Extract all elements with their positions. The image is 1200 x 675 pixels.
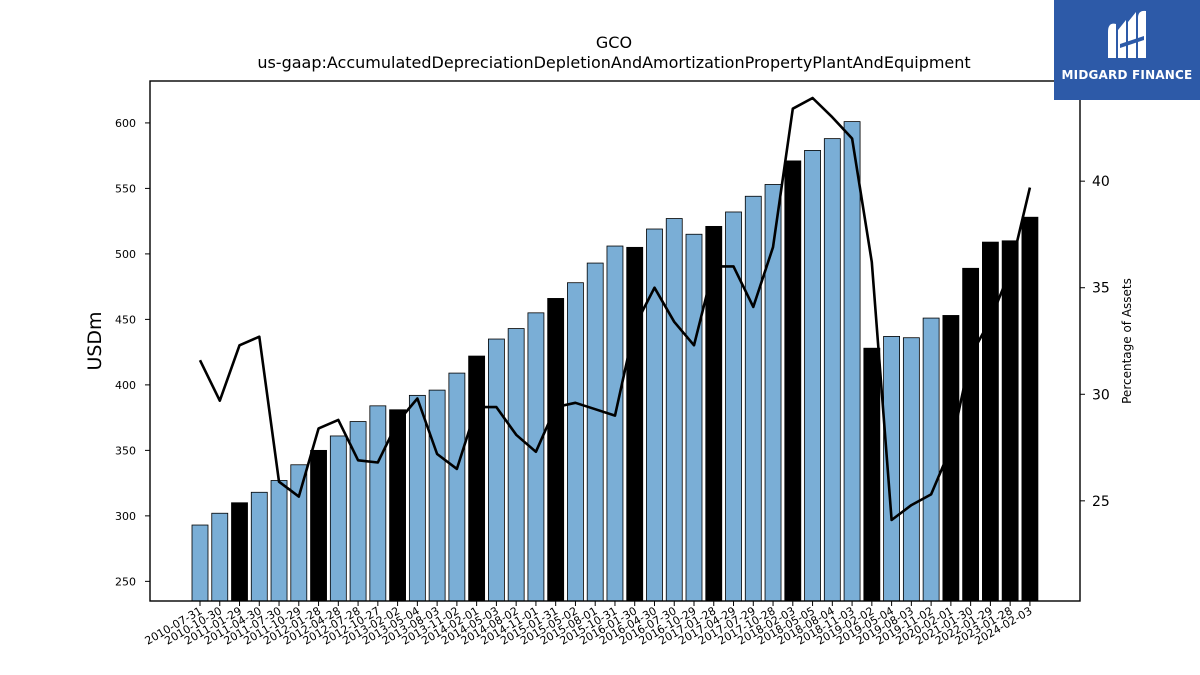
bar xyxy=(468,355,486,602)
bar xyxy=(1001,240,1019,602)
bar xyxy=(685,233,703,602)
bar xyxy=(863,347,881,602)
bar xyxy=(902,337,920,602)
bar xyxy=(231,502,248,602)
y-tick-label: 550 xyxy=(115,182,136,195)
bar xyxy=(448,372,466,602)
bar xyxy=(626,246,644,602)
bar xyxy=(823,138,841,602)
bar xyxy=(487,338,505,602)
bar xyxy=(705,225,723,602)
bar xyxy=(744,195,762,602)
bar xyxy=(982,241,999,602)
bar xyxy=(191,524,209,602)
bar-group xyxy=(191,121,1039,602)
bar xyxy=(1021,216,1039,602)
y-right-tick-label: 30 xyxy=(1092,387,1110,403)
y-axis-right-label: Percentage of Assets xyxy=(1120,278,1134,404)
y-right-tick-label: 25 xyxy=(1092,494,1110,510)
y-axis-label: USDm xyxy=(84,311,106,370)
y-tick-label: 600 xyxy=(115,117,136,130)
bar xyxy=(843,121,861,602)
bar xyxy=(527,312,545,602)
line-layer xyxy=(198,96,1032,522)
y-right-tick-label: 35 xyxy=(1092,281,1110,297)
bar xyxy=(567,282,584,602)
bar xyxy=(408,394,426,602)
y-tick-label: 450 xyxy=(115,313,136,326)
chart-title: GCO xyxy=(596,33,632,52)
bar xyxy=(725,211,742,602)
bar xyxy=(922,317,940,602)
bar xyxy=(250,491,268,602)
y-tick-label: 400 xyxy=(115,379,136,392)
chart-subtitle: us-gaap:AccumulatedDepreciationDepletion… xyxy=(257,53,970,72)
bar xyxy=(646,228,663,602)
bar xyxy=(290,464,308,602)
x-axis: 2010-07-312010-10-302011-01-292011-04-30… xyxy=(143,601,1034,648)
bar xyxy=(665,218,683,602)
bar xyxy=(804,150,821,602)
right-axis: 25 30 35 40 xyxy=(1080,174,1110,510)
logo: MIDGARD FINANCE xyxy=(1054,0,1200,100)
bar xyxy=(211,512,229,602)
left-axis: 250 300 350 400 450 500 550 600 xyxy=(115,117,150,588)
bar xyxy=(547,298,565,602)
bar xyxy=(962,267,980,602)
bar xyxy=(270,480,288,602)
bar xyxy=(606,245,624,602)
y-right-tick-label: 40 xyxy=(1092,174,1110,190)
logo-text: MIDGARD FINANCE xyxy=(1061,68,1193,82)
bar xyxy=(507,328,525,602)
series-line xyxy=(198,96,1032,522)
bar xyxy=(883,336,900,602)
bar xyxy=(428,389,446,602)
y-tick-label: 250 xyxy=(115,575,136,588)
bar xyxy=(369,405,387,602)
bar xyxy=(389,409,407,602)
midgard-m-icon xyxy=(1108,10,1146,58)
y-tick-label: 500 xyxy=(115,248,136,261)
y-tick-label: 350 xyxy=(115,444,136,457)
bar xyxy=(329,435,347,602)
bar xyxy=(586,262,604,602)
y-tick-label: 300 xyxy=(115,510,136,523)
bar xyxy=(784,160,802,602)
bar xyxy=(310,449,327,602)
